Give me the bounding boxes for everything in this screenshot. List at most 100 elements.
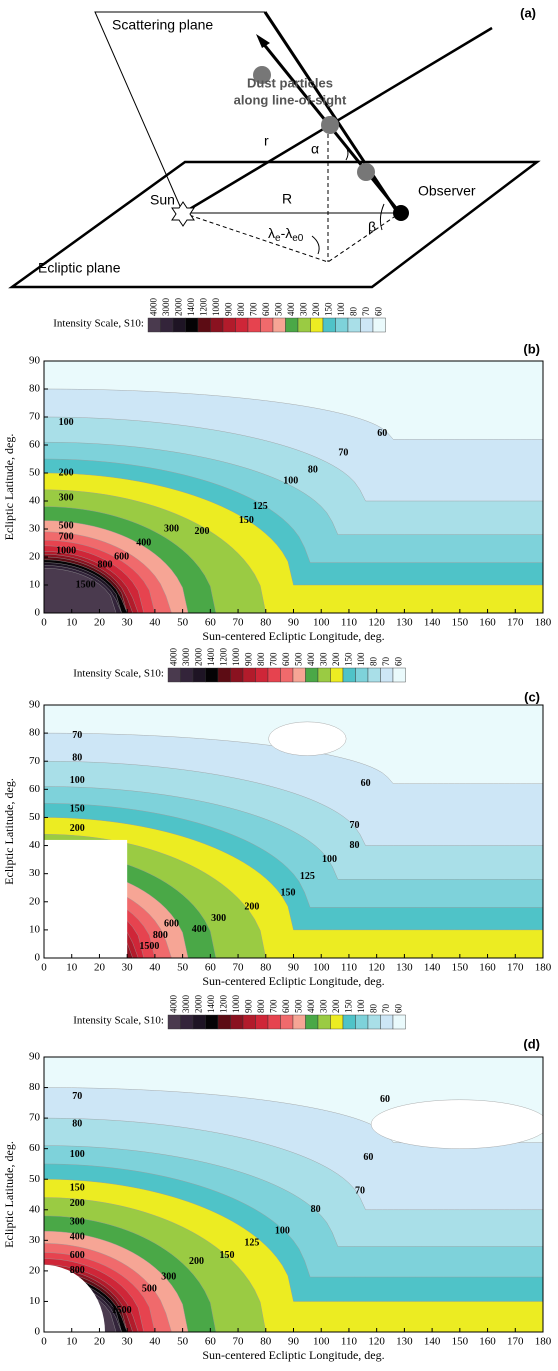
scale-swatch (167, 667, 181, 683)
scale-label: 4000 (168, 648, 178, 667)
scale-label: 3000 (181, 648, 191, 667)
scale-label: 800 (256, 999, 266, 1013)
scale-swatch (330, 1014, 344, 1030)
panel-label: (b) (523, 341, 540, 356)
contour-label: 100 (275, 1225, 290, 1236)
x-tick-label: 20 (94, 617, 106, 629)
scale-swatch (180, 667, 194, 683)
scale-label: 600 (281, 652, 291, 666)
contour-label: 70 (72, 1091, 82, 1102)
lambda: -λ (281, 225, 293, 241)
scale-label: 200 (311, 302, 321, 316)
x-tick-label: 140 (424, 617, 441, 629)
contour-label: 70 (72, 730, 82, 741)
scale-swatch (242, 667, 256, 683)
contour-label: 300 (211, 913, 226, 924)
contour-label: 60 (377, 428, 387, 439)
scale-label: 300 (318, 652, 328, 666)
scale-title: Intensity Scale, S10: (53, 318, 144, 330)
panel-label: (a) (520, 5, 536, 20)
scale-label: 1200 (218, 995, 228, 1014)
contour-label: 100 (283, 476, 298, 487)
scale-label: 400 (306, 999, 316, 1013)
scale-label: 100 (356, 999, 366, 1013)
scale-swatch (310, 317, 324, 333)
contour-label: 200 (70, 1198, 85, 1209)
x-tick-label: 180 (535, 617, 552, 629)
x-tick-label: 110 (341, 1336, 358, 1348)
scale-label: 2000 (193, 995, 203, 1014)
scale-swatch (222, 317, 236, 333)
scale-label: 2000 (193, 648, 203, 667)
y-tick-label: 20 (29, 1264, 41, 1276)
y-tick-label: 30 (29, 1234, 41, 1246)
scale-label: 400 (306, 652, 316, 666)
scale-label: 900 (243, 999, 253, 1013)
observer-dot (393, 205, 409, 221)
y-tick-label: 10 (29, 1295, 41, 1307)
scale-label: 400 (286, 302, 296, 316)
panel: Intensity Scale, S10:4000 3000 2000 1400 120… (2, 298, 552, 643)
x-tick-label: 110 (341, 617, 358, 629)
scale-swatch (367, 1014, 381, 1030)
scale-label: 200 (331, 999, 341, 1013)
y-axis-title: Ecliptic Latitude, deg. (2, 434, 16, 541)
particle (253, 66, 271, 84)
y-tick-label: 70 (29, 411, 41, 423)
scale-swatch (205, 1014, 219, 1030)
x-tick-label: 170 (507, 1336, 524, 1348)
scale-label: 80 (348, 307, 358, 317)
x-tick-label: 160 (479, 617, 496, 629)
scale-swatch (292, 667, 306, 683)
y-tick-label: 50 (29, 811, 41, 823)
scale-label: 70 (381, 1004, 391, 1014)
subscript: e (275, 233, 281, 244)
x-tick-label: 30 (122, 962, 134, 974)
panel: Intensity Scale, S10:4000 3000 2000 1400 120… (2, 648, 552, 988)
y-tick-label: 80 (29, 727, 41, 739)
band (44, 520, 543, 613)
contour-label: 100 (70, 775, 85, 786)
scale-swatch (372, 317, 386, 333)
scale-swatch (392, 667, 406, 683)
scale-label: 1400 (206, 648, 216, 667)
label: Observer (418, 183, 476, 199)
contour-fill (44, 361, 543, 613)
x-tick-label: 10 (66, 962, 78, 974)
x-tick-label: 140 (424, 1336, 441, 1348)
scale-swatch (317, 667, 331, 683)
y-tick-label: 0 (35, 1326, 41, 1338)
scale-label: 60 (393, 1004, 403, 1014)
contour-label: 100 (70, 1149, 85, 1160)
scale-swatch (247, 317, 261, 333)
scale-swatch (255, 1014, 269, 1030)
x-tick-label: 40 (149, 617, 161, 629)
scale-swatch (197, 317, 211, 333)
contour-label: 600 (164, 919, 179, 930)
y-tick-label: 40 (29, 495, 41, 507)
x-tick-label: 120 (368, 1336, 385, 1348)
contour-label: 500 (142, 1284, 157, 1295)
y-tick-label: 70 (29, 755, 41, 767)
scale-label: 300 (298, 302, 308, 316)
band (44, 567, 543, 613)
scale-swatch (280, 667, 294, 683)
scale-label: 60 (393, 657, 403, 667)
scale-swatch (297, 317, 311, 333)
scale-label: 1000 (211, 298, 221, 317)
x-tick-label: 110 (341, 962, 358, 974)
scale-label: 300 (318, 999, 328, 1013)
scale-swatch (347, 317, 361, 333)
contour-label: 80 (72, 753, 82, 764)
x-tick-label: 100 (313, 962, 330, 974)
scale-label: 600 (281, 999, 291, 1013)
y-tick-label: 50 (29, 467, 41, 479)
scale-swatch (285, 317, 299, 333)
x-tick-label: 30 (122, 1336, 134, 1348)
contour-label: 70 (349, 820, 359, 831)
scale-swatch (305, 1014, 319, 1030)
x-tick-label: 90 (288, 617, 300, 629)
scale-swatch (355, 667, 369, 683)
plane-edge (263, 11, 400, 214)
scale-label: 200 (331, 652, 341, 666)
